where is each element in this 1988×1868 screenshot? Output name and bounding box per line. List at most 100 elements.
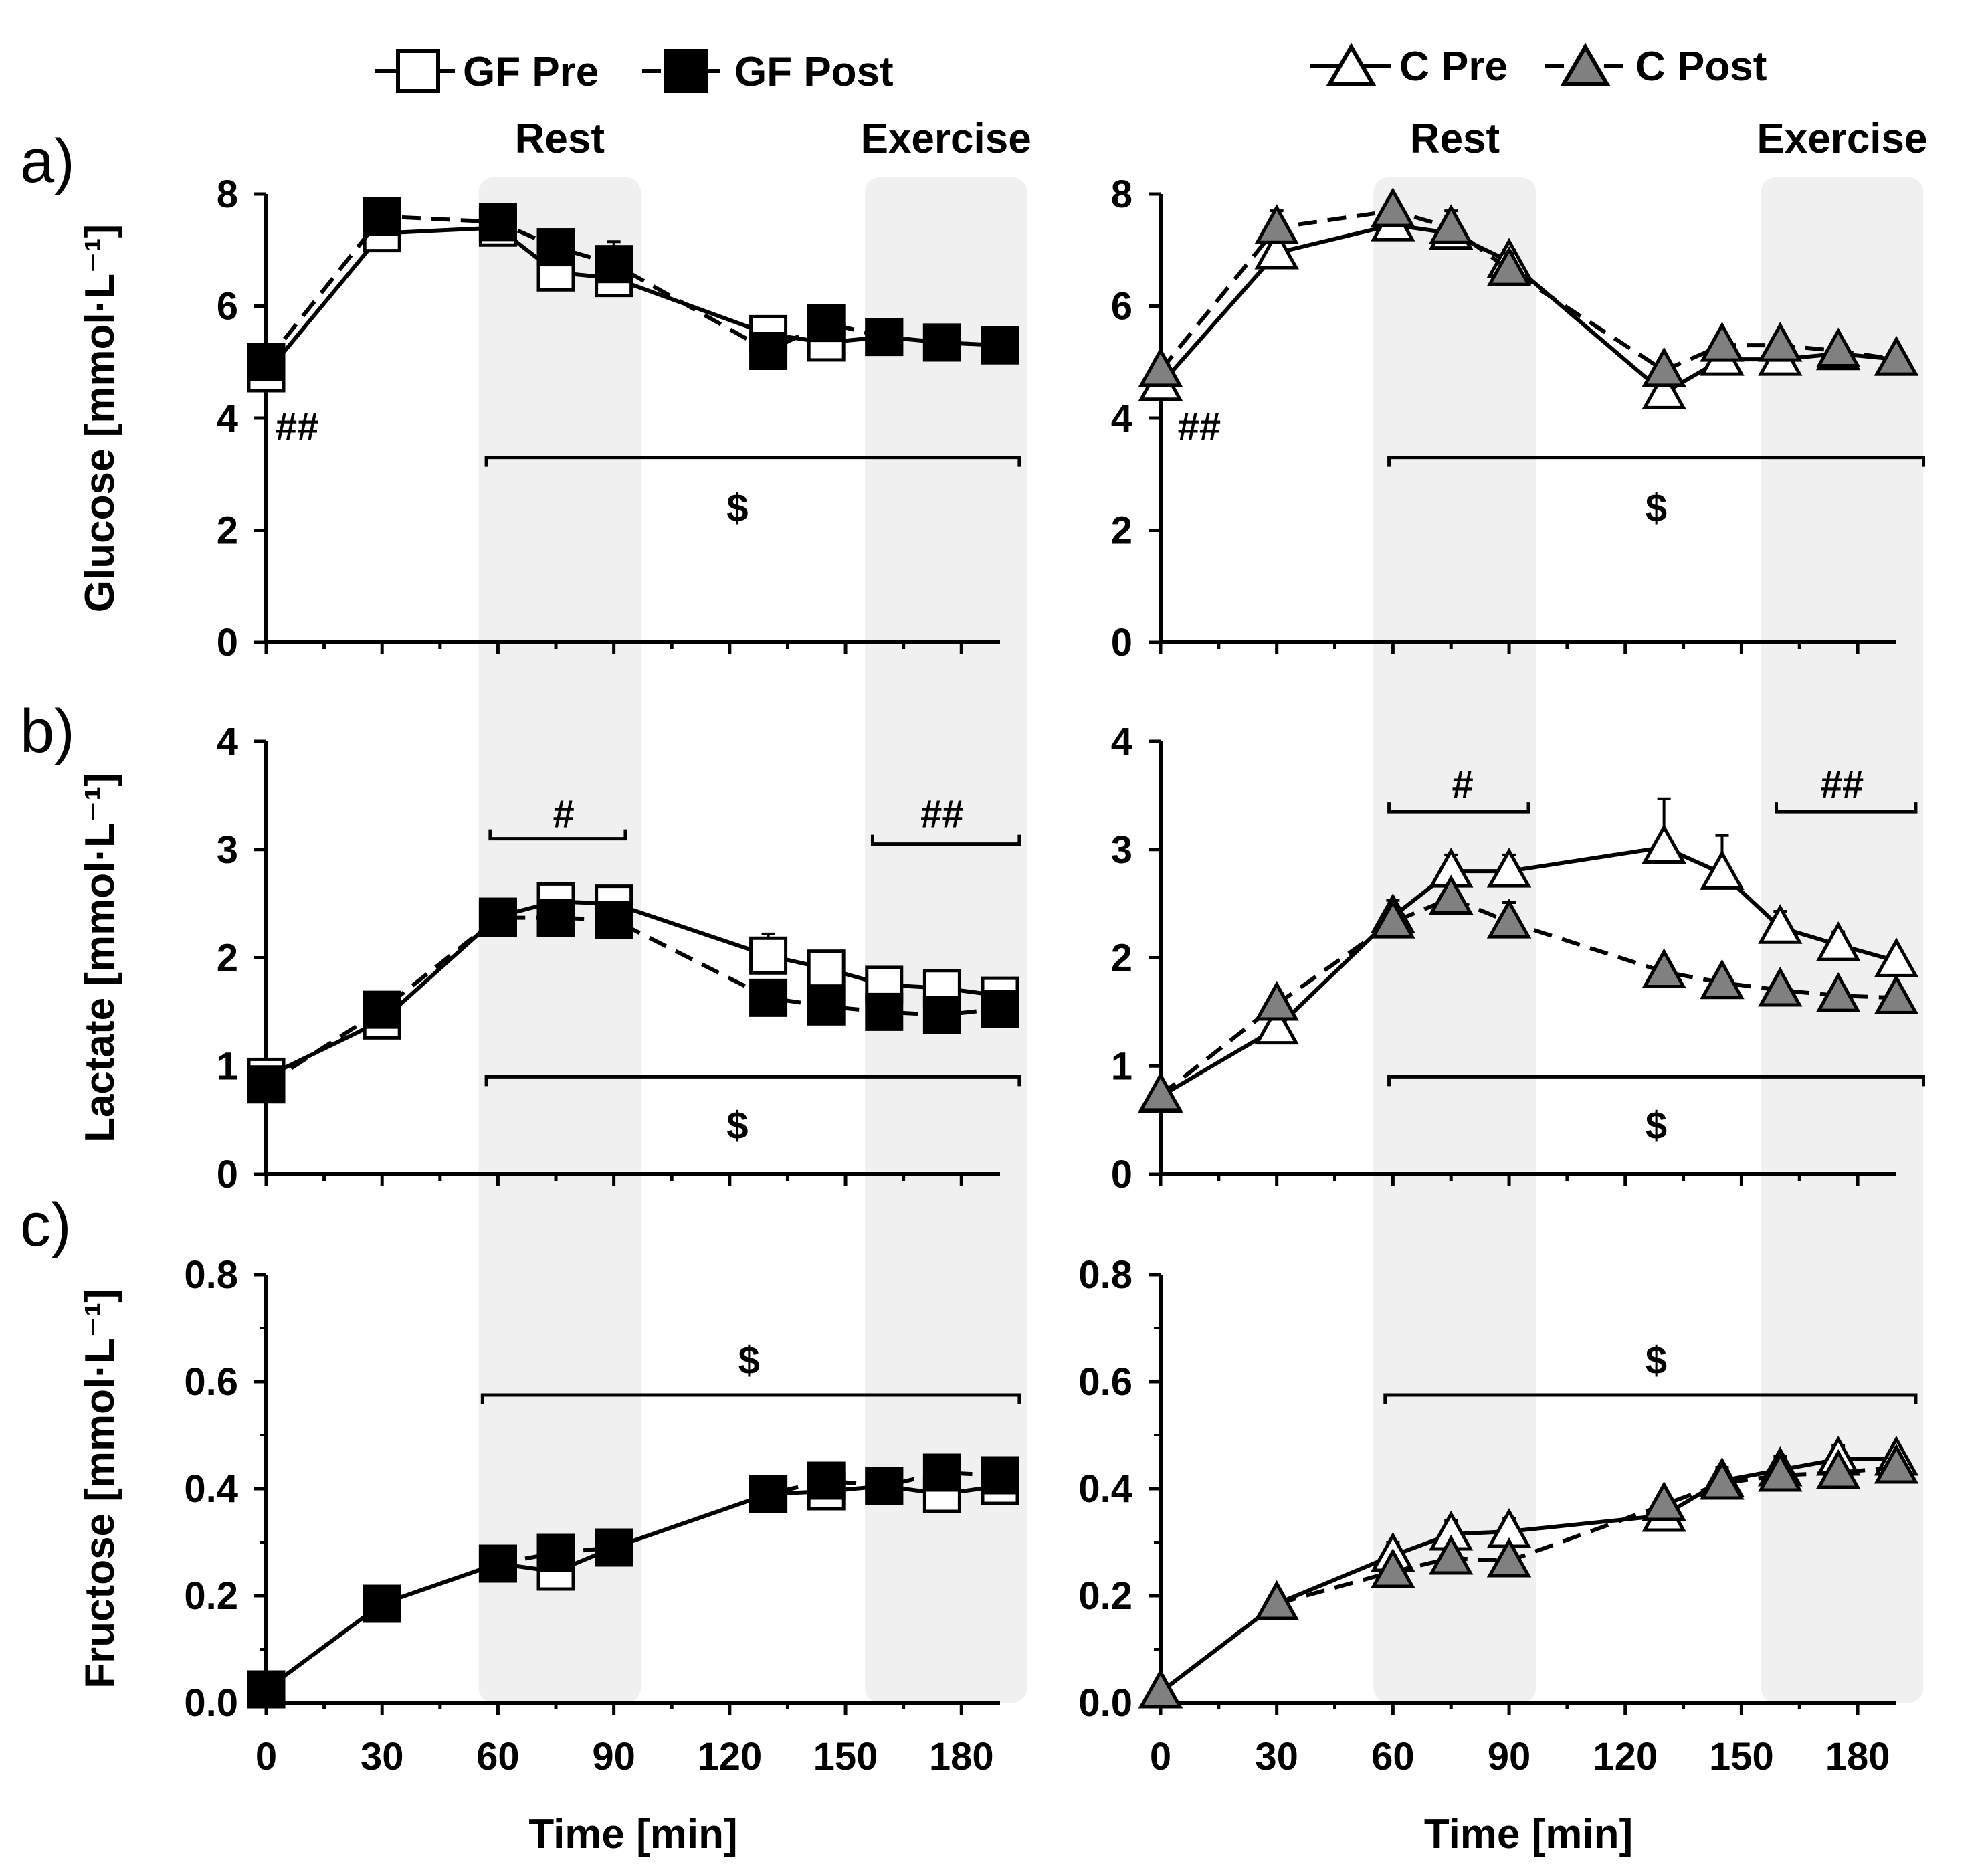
y-tick-label: 4 bbox=[217, 397, 238, 440]
y-tick-label: 2 bbox=[217, 937, 238, 980]
significance-annotation: # bbox=[553, 792, 574, 836]
series-c-post bbox=[1138, 1443, 1919, 1709]
y-tick-label: 0.6 bbox=[184, 1360, 238, 1404]
series-line bbox=[265, 1483, 1001, 1691]
data-point bbox=[247, 343, 286, 381]
series-line bbox=[1159, 223, 1897, 395]
y-tick-label: 0.4 bbox=[184, 1467, 238, 1511]
x-tick-label: 150 bbox=[813, 1735, 878, 1778]
data-point bbox=[1815, 921, 1861, 961]
y-tick-label: 0.6 bbox=[1078, 1360, 1132, 1404]
series-line bbox=[265, 899, 1001, 1079]
chart-c-gf: 0.0 0.2 0.4 0.6 0.8 0 30 60 90 120 150 180 Time [min… bbox=[77, 1253, 1021, 1857]
data-point bbox=[363, 1584, 401, 1623]
legend-entry-c-pre: C Pre bbox=[1310, 43, 1508, 90]
x-tick-label: 120 bbox=[697, 1735, 762, 1778]
data-point bbox=[1642, 1481, 1686, 1521]
y-tick-label: 8 bbox=[1111, 173, 1132, 216]
chart-a-gf: Rest Exercise 0 2 4 6 8 Glucose [mmol·L⁻¹] ## $ bbox=[77, 116, 1031, 664]
series-c-pre bbox=[1138, 797, 1919, 1113]
significance-bracket bbox=[488, 829, 627, 841]
significance-bracket bbox=[1387, 456, 1926, 467]
legend-marker-c-pre bbox=[1326, 43, 1377, 86]
data-point bbox=[1486, 1537, 1532, 1578]
data-point bbox=[1138, 1071, 1183, 1112]
legend-label-gf-post: GF Post bbox=[734, 49, 894, 95]
x-tick-label: 180 bbox=[1825, 1735, 1890, 1778]
series-gf-post bbox=[247, 899, 1019, 1104]
y-tick-label: 0 bbox=[217, 1153, 238, 1196]
series-gf-post bbox=[247, 1453, 1019, 1709]
significance-annotation: ## bbox=[276, 405, 319, 449]
legend-c: C Pre C Post bbox=[1310, 43, 1767, 90]
legend-marker-gf-post bbox=[664, 49, 708, 93]
significance-bracket bbox=[870, 834, 1021, 846]
y-tick-label: 0.8 bbox=[1078, 1253, 1132, 1297]
significance-bracket bbox=[484, 1075, 1021, 1087]
data-point bbox=[247, 1670, 286, 1709]
data-point bbox=[1371, 187, 1415, 227]
shaded-region-rest-col0 bbox=[478, 177, 641, 1703]
data-point bbox=[865, 992, 904, 1031]
data-point bbox=[1254, 229, 1299, 270]
data-point bbox=[1371, 898, 1415, 939]
series-line bbox=[265, 1470, 1001, 1691]
data-point bbox=[536, 1533, 575, 1572]
data-point bbox=[595, 901, 633, 939]
significance-annotation: ## bbox=[920, 792, 964, 836]
y-tick-label: 2 bbox=[1111, 937, 1132, 980]
data-point bbox=[1815, 327, 1861, 367]
y-tick-label: 0.8 bbox=[184, 1253, 238, 1297]
data-point bbox=[1486, 246, 1532, 286]
data-point bbox=[1758, 321, 1803, 362]
significance-annotation: $ bbox=[726, 486, 748, 530]
data-point bbox=[1758, 1451, 1803, 1492]
legend-entry-c-post: C Post bbox=[1545, 43, 1767, 90]
significance-bracket bbox=[1387, 802, 1530, 814]
data-point bbox=[1700, 850, 1745, 890]
significance-annotation: $ bbox=[1646, 486, 1667, 530]
data-point bbox=[1642, 948, 1686, 989]
significance-annotation: $ bbox=[738, 1339, 760, 1382]
significance-annotation: ## bbox=[1178, 405, 1221, 449]
data-point bbox=[749, 332, 788, 370]
y-tick-label: 0 bbox=[1111, 621, 1132, 664]
data-point bbox=[478, 899, 517, 937]
series-line bbox=[1159, 1465, 1897, 1694]
y-tick-label: 8 bbox=[217, 173, 238, 216]
y-tick-label: 3 bbox=[1111, 828, 1132, 872]
significance-bracket bbox=[1387, 1075, 1926, 1087]
data-point bbox=[478, 1544, 517, 1583]
legend-entry-gf-post: GF Post bbox=[642, 49, 894, 95]
phase-label-rest: Rest bbox=[515, 116, 605, 162]
data-point bbox=[363, 990, 401, 1029]
significance-bracket bbox=[480, 1393, 1021, 1404]
data-point bbox=[1642, 369, 1686, 409]
x-tick-label: 30 bbox=[361, 1735, 404, 1778]
significance-bracket bbox=[1775, 802, 1918, 814]
y-tick-label: 4 bbox=[1111, 397, 1132, 440]
series-line bbox=[1159, 1457, 1896, 1694]
data-point bbox=[1758, 904, 1803, 944]
data-point bbox=[1700, 959, 1745, 1000]
y-tick-label: 0.0 bbox=[1078, 1681, 1132, 1725]
series-line bbox=[1159, 209, 1897, 373]
data-point bbox=[1486, 847, 1532, 888]
x-tick-label: 90 bbox=[592, 1735, 635, 1778]
y-tick-label: 1 bbox=[1111, 1044, 1132, 1088]
data-point bbox=[981, 326, 1019, 365]
chart-a-c: Rest Exercise 0 2 4 6 8 ## $ bbox=[1111, 116, 1928, 664]
x-axis-title: Time [min] bbox=[1424, 1811, 1633, 1857]
data-point bbox=[865, 318, 904, 357]
significance-annotation: $ bbox=[1646, 1104, 1667, 1147]
x-tick-label: 150 bbox=[1709, 1735, 1774, 1778]
y-tick-label: 4 bbox=[217, 720, 238, 763]
data-point bbox=[1642, 347, 1686, 387]
series-line bbox=[265, 915, 1001, 1087]
data-point bbox=[749, 1475, 788, 1513]
data-point bbox=[1700, 321, 1745, 362]
x-tick-label: 90 bbox=[1488, 1735, 1531, 1778]
data-point bbox=[363, 197, 401, 236]
